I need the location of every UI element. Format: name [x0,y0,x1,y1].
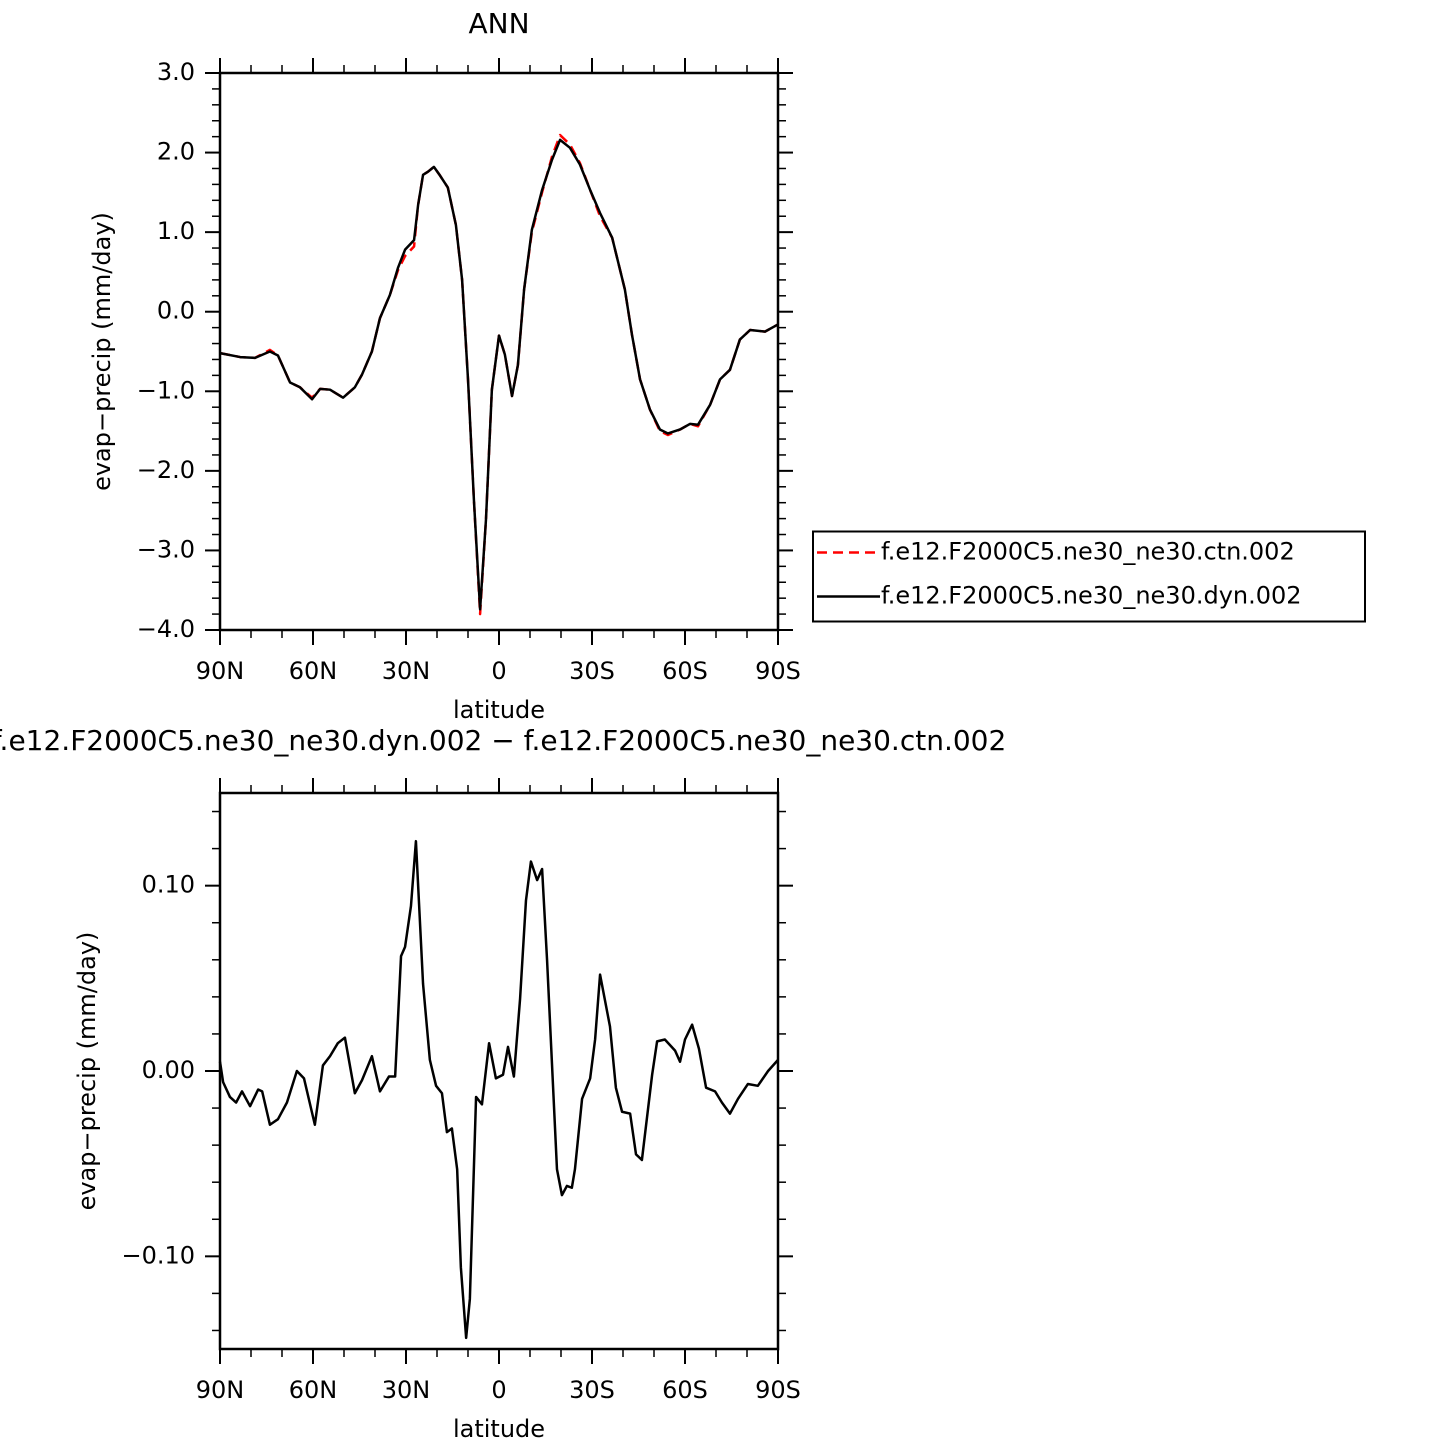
x-tick-label: 60N [289,657,338,685]
chart-title: ANN [468,7,529,40]
y-tick-label: 0.0 [157,297,195,325]
x-tick-label: 60S [662,1376,708,1404]
x-tick-label: 30N [382,1376,431,1404]
y-tick-label: 0.00 [142,1056,195,1084]
x-tick-label: 30S [569,657,615,685]
x-tick-label: 0 [491,657,506,685]
y-tick-label: 2.0 [157,138,195,166]
plot-frame [218,71,780,632]
legend-box [812,530,1366,623]
x-tick-label: 90N [196,1376,245,1404]
y-tick-label: −1.0 [137,376,195,404]
x-tick-label: 60S [662,657,708,685]
x-tick-label: 90N [196,657,245,685]
data-line [218,839,779,1340]
y-tick-label: −2.0 [137,456,195,484]
chart-title: f.e12.F2000C5.ne30_ne30.dyn.002 − f.e12.… [0,724,1006,757]
x-axis-label: latitude [453,1415,545,1443]
y-tick-label: −3.0 [137,535,195,563]
y-axis-label: evap−precip (mm/day) [73,932,101,1211]
x-tick-label: 60N [289,1376,338,1404]
y-tick-label: −4.0 [137,615,195,643]
x-tick-label: 90S [755,657,801,685]
x-tick-label: 30N [382,657,431,685]
x-tick-label: 90S [755,1376,801,1404]
legend-label: f.e12.F2000C5.ne30_ne30.dyn.002 [881,582,1302,610]
legend-label: f.e12.F2000C5.ne30_ne30.ctn.002 [881,538,1295,566]
y-tick-label: 1.0 [157,217,195,245]
data-line [219,138,779,611]
x-tick-label: 0 [491,1376,506,1404]
plot-frame [218,791,780,1351]
x-axis-label: latitude [453,696,545,724]
y-tick-label: 3.0 [157,58,195,86]
y-axis-label: evap−precip (mm/day) [88,212,116,491]
y-tick-label: −0.10 [121,1241,195,1269]
legend: f.e12.F2000C5.ne30_ne30.ctn.002 f.e12.F20… [812,530,1366,623]
data-line [219,133,779,616]
x-tick-label: 30S [569,1376,615,1404]
y-tick-label: 0.10 [142,871,195,899]
